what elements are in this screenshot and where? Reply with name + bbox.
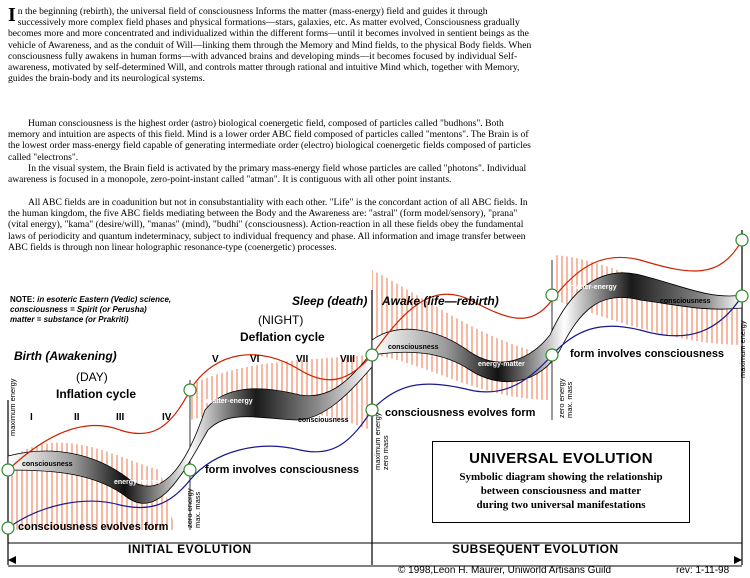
band-label-energy-matter-2: energy-matter [478, 361, 525, 368]
copyright-text: © 1998,Leon H. Maurer, Uniworld Artisans… [398, 565, 612, 576]
inflation-label: Inflation cycle [56, 387, 137, 401]
paragraph-visual-system: In the visual system, the Brain field is… [8, 163, 527, 186]
node-circle [183, 383, 197, 397]
subsequent-evolution-label: SUBSEQUENT EVOLUTION [452, 542, 619, 556]
max-energy-left: maximum energy [8, 378, 17, 436]
arrow-right [734, 556, 742, 564]
fic-label-1: form involves consciousness [205, 464, 360, 476]
band-label-consciousness-4: consciousness [660, 298, 711, 305]
cef-label-2: consciousness evolves form [385, 407, 536, 419]
vedic-note: NOTE: in esoteric Eastern (Vedic) scienc… [10, 295, 171, 325]
stage-viii: VIII [340, 354, 356, 365]
paragraph-origin-text: n the beginning (rebirth), the universal… [8, 6, 532, 85]
initial-evolution-label: INITIAL EVOLUTION [128, 542, 252, 556]
paragraph-abc-fields: All ABC fields are in coadunition but no… [8, 197, 528, 253]
stage-vii: VII [296, 354, 309, 365]
box-line-1: Symbolic diagram showing the relationshi… [459, 471, 663, 483]
note-line-1: in esoteric Eastern (Vedic) science, [37, 295, 172, 304]
node-circle [1, 521, 15, 535]
revision-text: rev: 1-11-98 [676, 565, 730, 576]
box-title: UNIVERSAL EVOLUTION [469, 450, 653, 467]
node-circle [735, 289, 749, 303]
stage-ii: II [74, 412, 80, 423]
max-energy-right: maximum energy [738, 320, 747, 378]
zero-energy-2b: max. mass [565, 381, 574, 418]
band-label-consciousness-2: consciousness [298, 417, 349, 424]
arrow-left [8, 556, 16, 564]
node-circle [735, 233, 749, 247]
band-label-matter-energy-1: matter-energy [206, 398, 253, 405]
birth-label: Birth (Awakening) [14, 349, 117, 363]
note-line-2: consciousness = Spirit (or Perusha) [10, 305, 147, 314]
max-energy-mid-b: zero mass [381, 435, 390, 470]
day-label: (DAY) [76, 370, 108, 384]
band-label-consciousness-1: consciousness [22, 461, 73, 468]
zero-energy-1b: max. mass [193, 491, 202, 528]
cef-label-1: consciousness evolves form [18, 521, 169, 533]
paragraph-human-consciousness: Human consciousness is the highest order… [8, 118, 531, 163]
fic-label-2: form involves consciousness [570, 348, 725, 360]
awake-label: Awake (life—rebirth) [382, 294, 499, 308]
drop-cap: I [8, 4, 16, 26]
box-line-3: during two universal manifestations [476, 499, 646, 511]
band-label-consciousness-3: consciousness [388, 344, 439, 351]
node-circle [545, 348, 559, 362]
node-circle [1, 463, 15, 477]
box-line-2: between consciousness and matter [480, 485, 642, 497]
stage-i: I [30, 412, 33, 423]
title-box: UNIVERSAL EVOLUTION Symbolic diagram sho… [432, 441, 690, 523]
stage-iv: IV [162, 412, 172, 423]
band-label-matter-energy-2: matter-energy [570, 284, 617, 291]
night-label: (NIGHT) [258, 313, 304, 327]
band-label-energy-matter-1: energy-matter [114, 479, 161, 486]
node-circle [183, 463, 197, 477]
node-circle [365, 348, 379, 362]
node-circle [545, 288, 559, 302]
stage-iii: III [116, 412, 125, 423]
note-lead: NOTE: [10, 295, 35, 304]
deflation-label: Deflation cycle [240, 330, 325, 344]
node-circles [1, 233, 749, 535]
note-line-3: matter = substance (or Prakriti) [10, 315, 129, 324]
stage-v: V [212, 354, 219, 365]
node-circle [365, 403, 379, 417]
sleep-label: Sleep (death) [292, 294, 368, 308]
stage-vi: VI [250, 354, 260, 365]
